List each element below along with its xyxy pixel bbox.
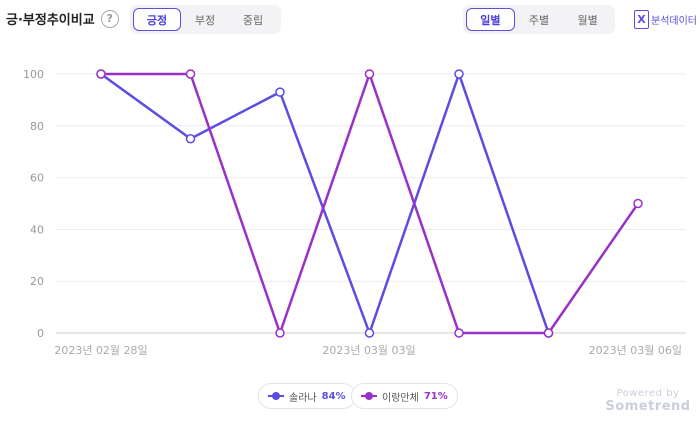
analysis-data-label: 분석데이터 (651, 16, 697, 27)
tab-monthly[interactable]: 월별 (577, 13, 598, 27)
series-point-2 (96, 69, 106, 79)
series-point-1 (454, 69, 464, 79)
series-point-2 (633, 198, 643, 209)
series-point-2 (364, 69, 375, 79)
series-point-1 (185, 134, 196, 144)
tab-daily[interactable]: 일별 (466, 8, 515, 31)
brand-logo-text: Sometrend (605, 399, 691, 414)
y-tick-label: 20 (30, 275, 44, 288)
legend-series-summary: 71% (423, 390, 448, 402)
series-line-1 (100, 72, 550, 335)
sentiment-tab-group: 긍정 부정 중립 (130, 5, 281, 34)
legend-item-series-1[interactable]: 솔라나 84% (258, 383, 356, 409)
x-tick-label: 2023년 02월 28일 (54, 343, 147, 357)
legend-series-name: 솔라나 (289, 392, 317, 404)
legend-marker-icon (361, 391, 377, 401)
x-tick-label: 2023년 03월 03일 (322, 343, 415, 357)
y-tick-label: 80 (30, 120, 44, 133)
tab-weekly[interactable]: 주별 (528, 13, 550, 27)
series-point-2 (543, 328, 554, 338)
series-point-2 (275, 328, 285, 338)
y-tick-label: 0 (37, 327, 44, 340)
powered-by-text: Powered by (616, 388, 680, 399)
period-tab-group: 일별 주별 월별 (463, 5, 615, 34)
series-line-2 (101, 72, 640, 335)
y-tick-label: 60 (30, 172, 44, 185)
series-point-2 (185, 69, 196, 79)
powered-by-logo: Powered by Sometrend (600, 388, 696, 414)
series-point-1 (275, 87, 285, 97)
series-point-2 (454, 328, 464, 338)
line-chart: 0 20 40 60 80 100 2023년 02월 28일 2023년 03월 03일 20… (23, 68, 686, 357)
chart-title: 긍·부정추이비교 ? (6, 9, 119, 28)
legend-series-name: 이랑만체 (382, 392, 419, 404)
series-point-1 (364, 328, 375, 338)
legend-series-summary: 84% (321, 390, 346, 402)
title-text: 긍·부정추이비교 (6, 13, 95, 28)
help-icon[interactable]: ? (100, 9, 119, 28)
x-tick-label: 2023년 03월 06일 (589, 343, 682, 357)
analysis-data-button[interactable]: X 분석데이터 (634, 10, 697, 29)
tab-positive[interactable]: 긍정 (133, 8, 181, 31)
y-tick-label: 40 (30, 223, 44, 236)
legend-marker-icon (268, 391, 284, 401)
excel-icon: X (634, 10, 649, 29)
tab-neutral[interactable]: 중립 (242, 13, 264, 27)
y-tick-label: 100 (23, 68, 44, 81)
legend-item-series-2[interactable]: 이랑만체 71% (351, 383, 458, 409)
tab-negative[interactable]: 부정 (194, 13, 216, 27)
